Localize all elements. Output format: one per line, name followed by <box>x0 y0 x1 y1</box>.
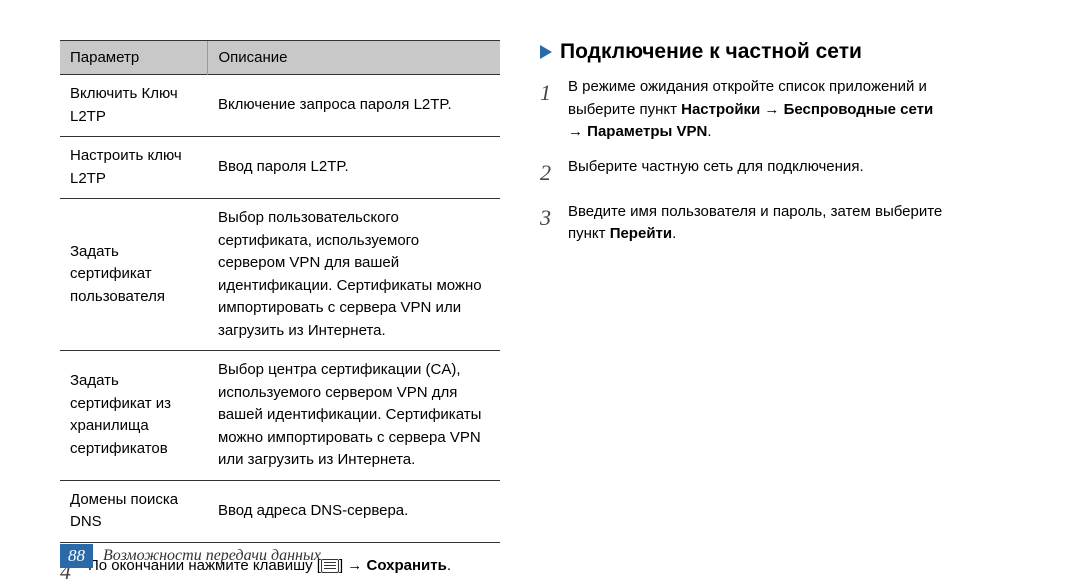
vpn-params-table: Параметр Описание Включить Ключ L2TP Вкл… <box>60 40 500 543</box>
cell-desc: Включение запроса пароля L2TP. <box>208 75 500 137</box>
cell-param: Настроить ключ L2TP <box>60 137 208 199</box>
table-row: Домены поиска DNS Ввод адреса DNS-сервер… <box>60 480 500 542</box>
step-number: 2 <box>540 156 568 189</box>
cell-param: Задать сертификат пользователя <box>60 199 208 351</box>
step-text: В режиме ожидания откройте список прилож… <box>568 76 1020 144</box>
step-text: Выберите частную сеть для подключения. <box>568 156 1020 179</box>
section-header: Подключение к частной сети <box>540 40 1020 64</box>
page-number-badge: 88 <box>60 544 93 568</box>
cell-desc: Выбор пользовательского сертификата, исп… <box>208 199 500 351</box>
caret-icon <box>540 45 552 59</box>
cell-desc: Ввод пароля L2TP. <box>208 137 500 199</box>
table-header-param: Параметр <box>60 41 208 75</box>
footer-text: Возможности передачи данных <box>103 547 321 565</box>
menu-icon <box>321 559 339 573</box>
step-2: 2 Выберите частную сеть для подключения. <box>540 156 1020 189</box>
cell-desc: Ввод адреса DNS-сервера. <box>208 480 500 542</box>
section-title: Подключение к частной сети <box>560 40 862 64</box>
table-row: Задать сертификат пользователя Выбор пол… <box>60 199 500 351</box>
cell-param: Домены поиска DNS <box>60 480 208 542</box>
page-footer: 88 Возможности передачи данных <box>60 544 321 568</box>
table-row: Включить Ключ L2TP Включение запроса пар… <box>60 75 500 137</box>
cell-param: Включить Ключ L2TP <box>60 75 208 137</box>
table-row: Настроить ключ L2TP Ввод пароля L2TP. <box>60 137 500 199</box>
step-text: Введите имя пользователя и пароль, затем… <box>568 201 1020 246</box>
step-number: 3 <box>540 201 568 234</box>
step-3: 3 Введите имя пользователя и пароль, зат… <box>540 201 1020 246</box>
cell-param: Задать сертификат из хранилища сертифика… <box>60 351 208 481</box>
table-header-desc: Описание <box>208 41 500 75</box>
step-1: 1 В режиме ожидания откройте список прил… <box>540 76 1020 144</box>
table-row: Задать сертификат из хранилища сертифика… <box>60 351 500 481</box>
cell-desc: Выбор центра сертификации (CA), использу… <box>208 351 500 481</box>
step-number: 1 <box>540 76 568 109</box>
